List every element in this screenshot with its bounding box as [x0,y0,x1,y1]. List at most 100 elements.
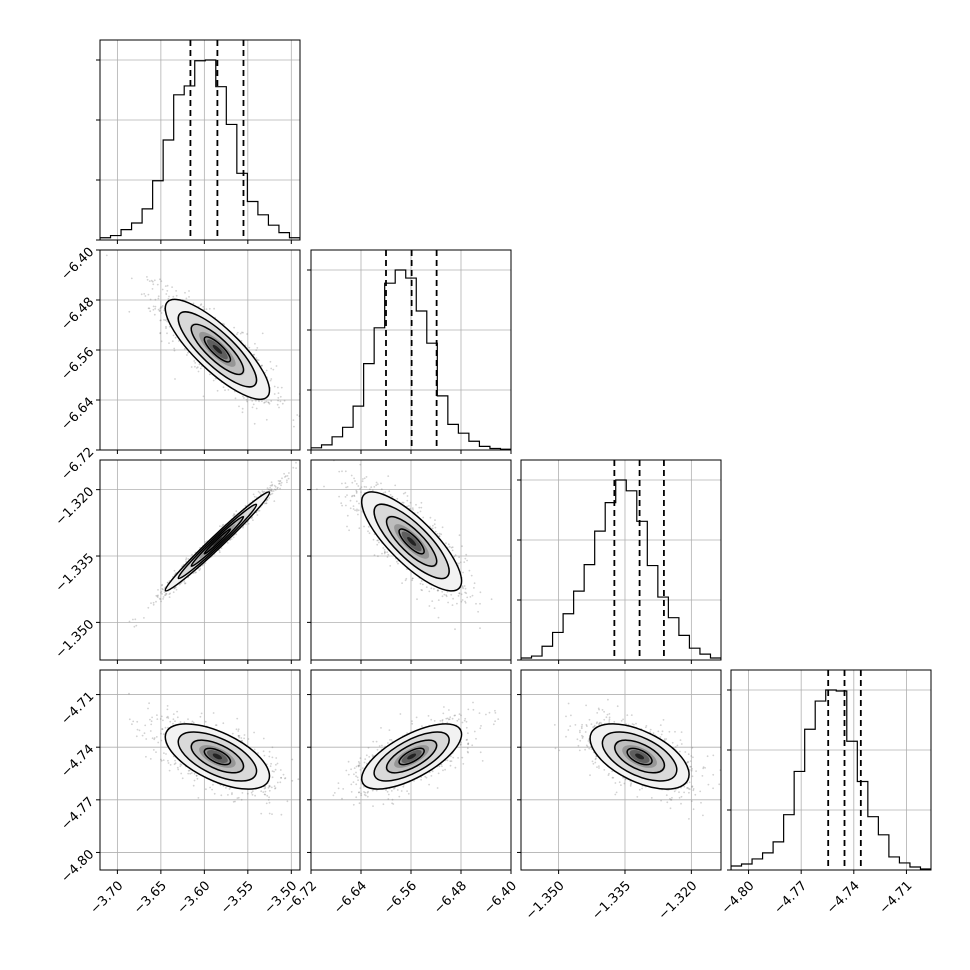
scatter-panel-1-0 [100,250,300,450]
histogram-panel-3 [731,670,931,870]
sample-point [265,502,268,505]
sample-point [261,332,264,335]
sample-point [246,792,249,795]
sample-point [208,373,211,376]
contour-line-3 [164,298,271,401]
sample-point [386,556,389,558]
sample-point [428,590,431,593]
sample-point [153,738,156,741]
sample-point [131,723,133,726]
sample-point [154,307,157,310]
sample-point [280,813,283,816]
sample-point [275,365,278,367]
sample-point [268,785,271,788]
sample-point [171,340,174,343]
sample-point [271,776,274,779]
sample-point [388,490,391,493]
sample-point [270,489,273,492]
sample-point [212,783,214,786]
sample-point [349,499,352,502]
sample-point [219,525,221,528]
sample-point [242,331,244,334]
sample-point [255,407,258,410]
sample-point [160,584,163,587]
sample-point [151,280,154,283]
sample-point [130,277,133,280]
sample-point [168,593,171,595]
sample-point [470,574,473,577]
sample-point [263,787,266,790]
sample-point [230,538,233,540]
sample-point [160,715,163,718]
sample-point [412,509,414,511]
sample-point [268,789,271,792]
sample-point [161,728,164,730]
sample-point [273,393,276,395]
sample-point [220,547,223,549]
sample-point [157,295,160,298]
sample-point [428,605,431,607]
sample-point [184,582,186,585]
sample-point [351,494,354,497]
histogram-frame-0 [99,39,301,241]
sample-point [241,407,244,410]
sample-point [273,500,276,502]
histogram-step [100,59,300,240]
sample-point [284,777,286,780]
sample-point [396,497,399,500]
sample-point [348,529,350,532]
sample-point [405,577,408,580]
sample-point [280,484,282,487]
sample-point [271,492,274,495]
sample-point [284,476,286,478]
sample-point [278,480,281,483]
sample-point [153,737,156,739]
sample-point [356,508,358,511]
sample-point [411,507,414,510]
sample-point [213,792,216,795]
sample-point [251,516,254,519]
sample-point [163,319,165,321]
sample-point [362,478,364,480]
sample-point [161,587,164,590]
sample-point [163,752,165,754]
sample-point [464,587,467,590]
sample-point [198,363,201,366]
histogram-panel-2 [521,460,721,660]
sample-point [147,293,150,296]
scatter-panel-3-0 [100,670,300,870]
sample-point [167,762,170,764]
sample-point [227,389,230,391]
sample-point [143,617,145,619]
sample-point [166,290,169,292]
sample-point [160,758,162,761]
sample-point [268,812,271,815]
sample-point [277,392,280,394]
sample-point [226,542,229,544]
sample-point [383,549,386,551]
sample-point [168,769,171,772]
sample-point [251,400,254,402]
sample-point [225,787,227,789]
sample-point [202,306,205,308]
sample-point [437,589,440,592]
sample-point [271,770,274,773]
sample-point [384,551,386,554]
sample-point [286,479,288,482]
sample-point [281,477,283,480]
sample-point [195,774,198,777]
sample-point [454,628,456,631]
sample-point [213,307,216,310]
sample-point [402,492,405,495]
sample-point [464,602,467,604]
sample-point [416,598,418,601]
sample-point [216,389,219,392]
sample-point [227,794,229,796]
sample-point [155,594,158,597]
sample-point [161,583,164,586]
sample-point [295,461,297,464]
sample-point [245,523,247,526]
sample-point [193,360,196,362]
sample-point [267,401,270,404]
sample-point [237,730,240,732]
